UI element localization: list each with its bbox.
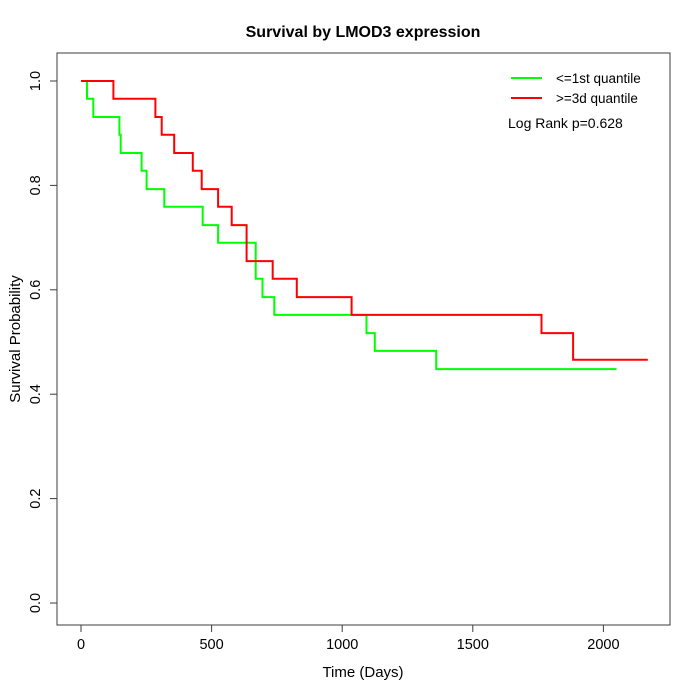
x-tick-label: 2000	[587, 637, 619, 653]
plot-dynamic-layer: 0 500 1000 1500 2000 0.0 0.2 0.4 0.6 0.8 1.0	[28, 71, 648, 653]
y-tick-label: 0.8	[28, 175, 44, 195]
km-curve-high-quantile	[81, 80, 648, 361]
logrank-pvalue-annotation: Log Rank p=0.628	[508, 115, 623, 131]
y-tick-label: 0.0	[28, 593, 44, 613]
y-tick-label: 0.2	[28, 489, 44, 509]
x-tick-label: 1000	[326, 637, 358, 653]
y-tick-label: 1.0	[28, 71, 44, 91]
km-curve-low-quantile	[81, 80, 617, 371]
y-tick-label: 0.4	[28, 384, 44, 404]
x-tick-label: 0	[77, 637, 85, 653]
plot-box	[56, 52, 671, 626]
x-axis-label: Time (Days)	[322, 664, 403, 681]
y-tick-label: 0.6	[28, 280, 44, 300]
legend-label-high-expression: >=3d quantile	[556, 91, 638, 106]
chart-title: Survival by LMOD3 expression	[246, 24, 481, 41]
legend: <=1st quantile >=3d quantile Log Rank p=…	[508, 71, 641, 131]
x-tick-label: 1500	[457, 637, 489, 653]
x-tick-label: 500	[199, 637, 223, 653]
legend-label-low-expression: <=1st quantile	[556, 71, 641, 86]
y-axis-label: Survival Probability	[7, 275, 24, 403]
